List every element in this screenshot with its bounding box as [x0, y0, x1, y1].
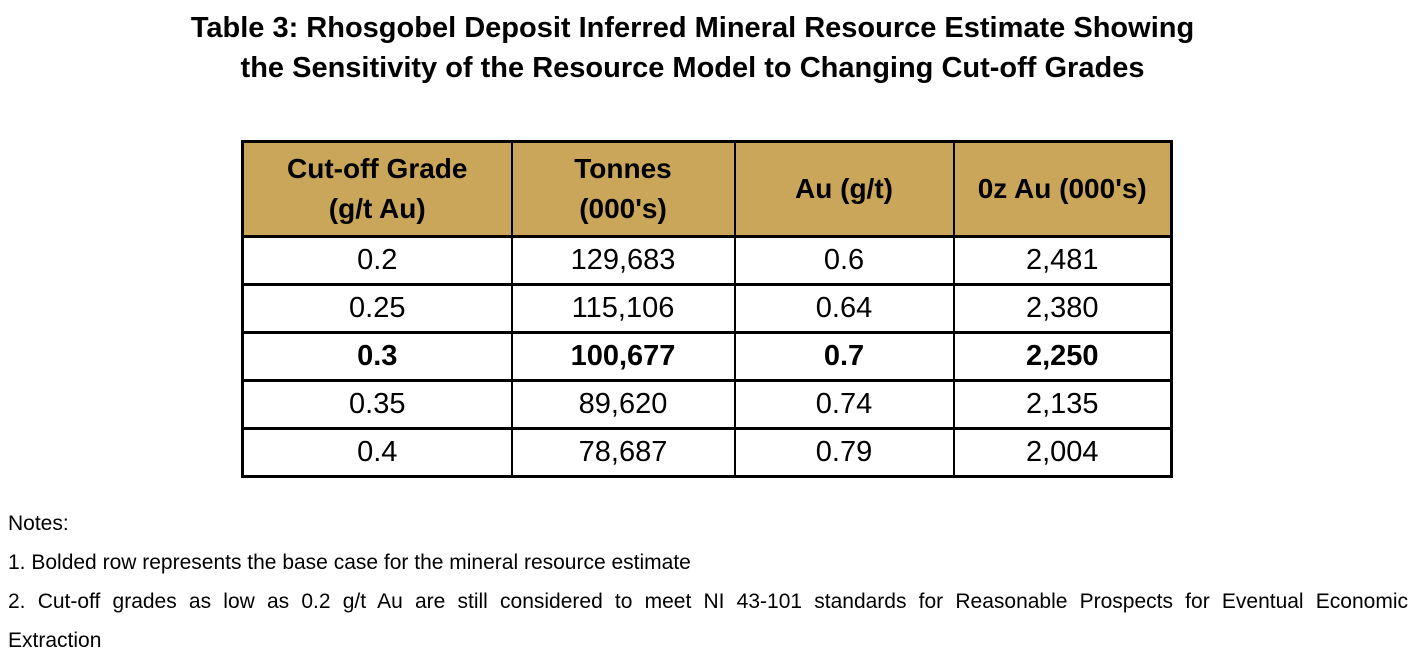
cell-cutoff: 0.3	[241, 331, 513, 382]
cell-tonnes: 78,687	[510, 427, 736, 478]
header-cell-oz-au: 0z Au (000's)	[952, 140, 1173, 238]
cell-cutoff: 0.35	[241, 379, 513, 430]
cell-au: 0.6	[733, 235, 955, 286]
resource-table: Cut-off Grade (g/t Au) Tonnes (000's) Au…	[241, 140, 1173, 478]
notes-section: Notes: 1. Bolded row represents the base…	[8, 504, 1408, 658]
cell-tonnes: 129,683	[510, 235, 736, 286]
cell-oz: 2,481	[952, 235, 1173, 286]
note-item-2-line-1: 2. Cut-off grades as low as 0.2 g/t Au a…	[8, 590, 1408, 613]
header-cutoff-grade-line2: (g/t Au)	[328, 193, 426, 224]
page-title-line-1: Table 3: Rhosgobel Deposit Inferred Mine…	[190, 12, 1195, 44]
header-au-grade-line1: Au (g/t)	[795, 173, 893, 204]
table-header-row: Cut-off Grade (g/t Au) Tonnes (000's) Au…	[241, 140, 1173, 238]
notes-heading: Notes:	[8, 512, 69, 535]
table-row: 0.25 115,106 0.64 2,380	[241, 283, 1173, 334]
page-title-line-2: the Sensitivity of the Resource Model to…	[240, 52, 1145, 84]
cell-cutoff: 0.4	[241, 427, 513, 478]
cell-oz: 2,380	[952, 283, 1173, 334]
header-cell-au-grade: Au (g/t)	[733, 140, 955, 238]
header-tonnes-line2: (000's)	[579, 193, 667, 224]
cell-au: 0.64	[733, 283, 955, 334]
cell-au: 0.7	[733, 331, 955, 382]
cell-cutoff: 0.25	[241, 283, 513, 334]
header-cell-cutoff-grade: Cut-off Grade (g/t Au)	[241, 140, 513, 238]
table-row: 0.35 89,620 0.74 2,135	[241, 379, 1173, 430]
header-cell-tonnes: Tonnes (000's)	[510, 140, 736, 238]
note-item-2-line-2: Extraction	[8, 629, 102, 652]
cell-au: 0.74	[733, 379, 955, 430]
cell-cutoff: 0.2	[241, 235, 513, 286]
note-item-1: 1. Bolded row represents the base case f…	[8, 551, 691, 574]
cell-tonnes: 89,620	[510, 379, 736, 430]
table-row-base-case: 0.3 100,677 0.7 2,250	[241, 331, 1173, 382]
cell-oz: 2,004	[952, 427, 1173, 478]
cell-oz: 2,135	[952, 379, 1173, 430]
cell-oz: 2,250	[952, 331, 1173, 382]
cell-au: 0.79	[733, 427, 955, 478]
header-tonnes-line1: Tonnes	[574, 153, 672, 184]
table-row: 0.4 78,687 0.79 2,004	[241, 427, 1173, 478]
header-cutoff-grade-line1: Cut-off Grade	[287, 153, 468, 184]
header-oz-au-line1: 0z Au (000's)	[977, 173, 1147, 204]
page-title: Table 3: Rhosgobel Deposit Inferred Mine…	[0, 8, 1385, 88]
table-row: 0.2 129,683 0.6 2,481	[241, 235, 1173, 286]
cell-tonnes: 100,677	[510, 331, 736, 382]
cell-tonnes: 115,106	[510, 283, 736, 334]
